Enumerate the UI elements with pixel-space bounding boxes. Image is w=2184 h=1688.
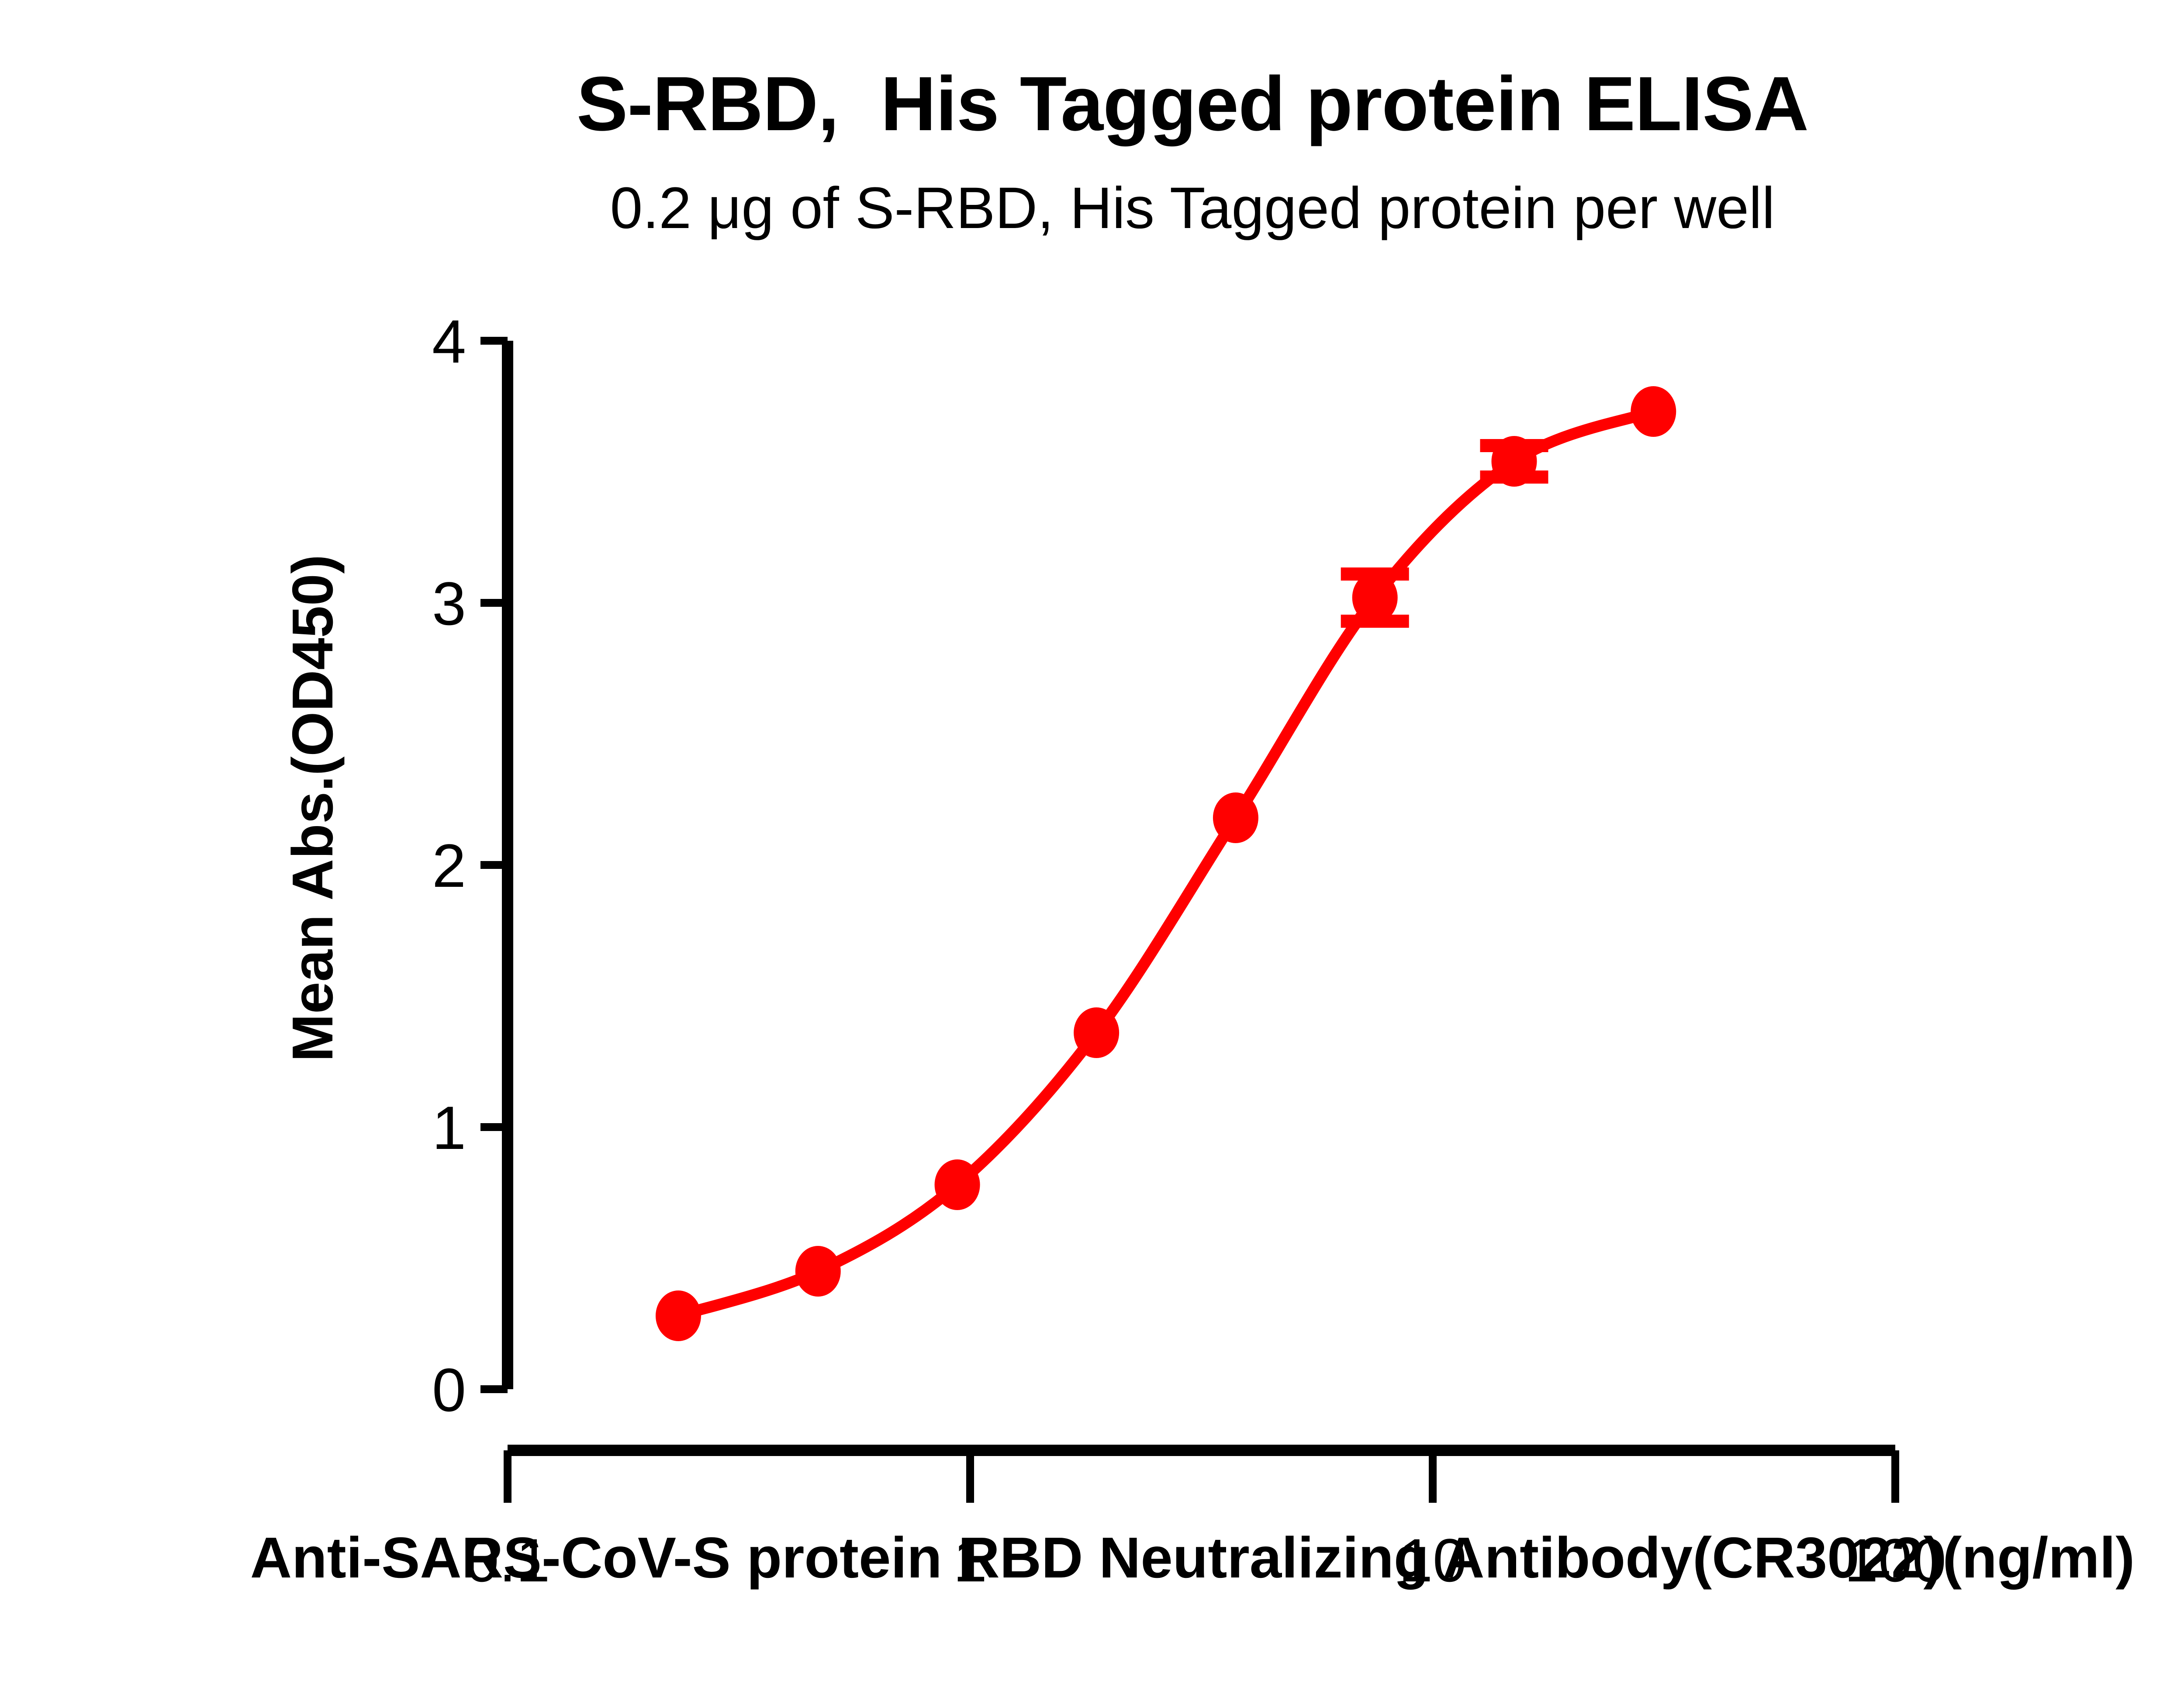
data-point-marker	[1074, 1007, 1120, 1058]
chart-subtitle: 0.2 μg of S-RBD, His Tagged protein per …	[610, 176, 1775, 241]
data-point-marker	[1213, 792, 1258, 843]
data-points-group	[655, 386, 1676, 1341]
x-axis-title: Anti-SARS-CoV-S protein RBD Neutralizing…	[250, 1525, 2135, 1590]
data-point-marker	[1352, 572, 1398, 623]
fit-curve	[673, 406, 1659, 1321]
y-tick-label: 3	[432, 569, 466, 638]
fit-curve-group	[673, 406, 1659, 1321]
data-point-marker	[795, 1246, 841, 1297]
y-tick-label: 4	[432, 307, 466, 376]
x-tick-label: 100	[1844, 1526, 1946, 1595]
data-point-marker	[1631, 386, 1676, 437]
y-tick-label: 2	[432, 831, 466, 900]
x-tick-label: 1	[953, 1526, 987, 1595]
tick-labels-group: 0 1 2 3 4 0.1 1 10 100	[432, 307, 1946, 1595]
y-tick-label: 1	[432, 1093, 466, 1162]
data-point-marker	[934, 1159, 980, 1210]
x-tick-label: 10	[1399, 1526, 1467, 1595]
axes-group	[480, 337, 1899, 1503]
data-point-marker	[655, 1290, 701, 1341]
y-tick-label: 0	[432, 1356, 466, 1424]
chart-title: S-RBD, His Tagged protein ELISA	[576, 61, 1809, 147]
data-point-marker	[1491, 436, 1537, 487]
x-tick-label: 0.1	[465, 1526, 550, 1595]
